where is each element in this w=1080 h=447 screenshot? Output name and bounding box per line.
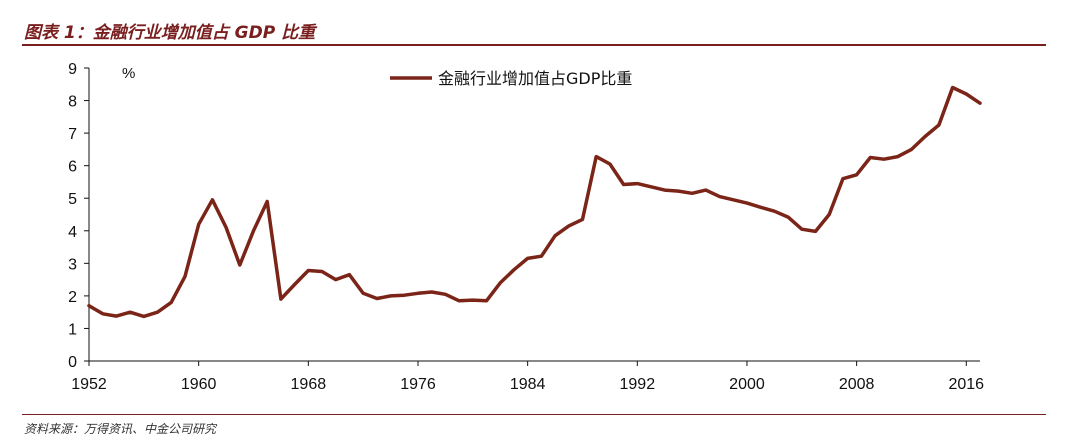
y-tick-label: 1 (68, 321, 77, 338)
y-tick-label: 6 (68, 159, 77, 176)
x-tick-label: 1960 (181, 376, 217, 393)
plot-area (87, 85, 982, 319)
y-tick-label: 2 (68, 289, 77, 306)
chart-legend: 金融行业增加值占GDP比重 (390, 69, 632, 88)
figure-title: 图表 1：金融行业增加值占 GDP 比重 (24, 23, 316, 43)
x-tick-labels: 1952 1960 1968 1976 1984 1992 2000 2008 2016 (71, 376, 984, 393)
y-tick-label: 9 (68, 61, 77, 78)
source-note: 资料来源：万得资讯、中金公司研究 (24, 422, 217, 436)
x-tick-label: 1984 (510, 376, 546, 393)
x-tick-label: 1952 (71, 376, 107, 393)
series-line (87, 85, 982, 319)
y-axis-unit-label: % (122, 65, 135, 82)
x-tick-label: 1968 (291, 376, 327, 393)
title-divider (22, 44, 1046, 46)
y-tick-label: 3 (68, 256, 77, 273)
legend-label: 金融行业增加值占GDP比重 (438, 69, 632, 88)
x-tick-label: 2016 (948, 376, 984, 393)
y-tick-label: 7 (68, 126, 77, 143)
y-tick-label: 4 (68, 224, 77, 241)
source-divider (22, 414, 1046, 415)
y-tick-label: 0 (68, 354, 77, 371)
y-tick-labels: 0 1 2 3 4 5 6 7 8 9 (68, 61, 77, 371)
y-tick-label: 8 (68, 94, 77, 111)
x-tick-label: 1976 (400, 376, 436, 393)
x-tick-label: 1992 (620, 376, 656, 393)
x-tick-label: 2000 (729, 376, 765, 393)
chart-axes (84, 67, 980, 366)
x-tick-label: 2008 (839, 376, 875, 393)
y-tick-label: 5 (68, 191, 77, 208)
